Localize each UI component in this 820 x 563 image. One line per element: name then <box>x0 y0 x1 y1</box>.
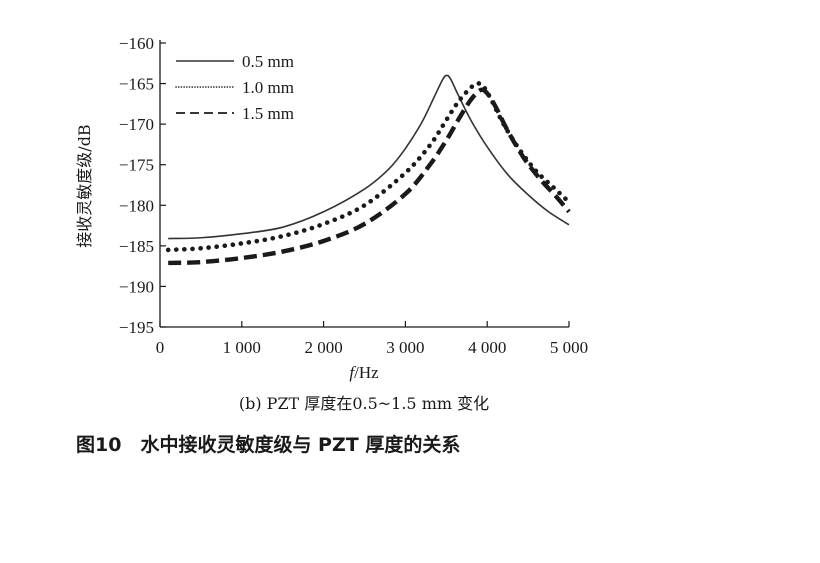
x-axis-label-unit: /Hz <box>354 363 379 382</box>
series-line-1 <box>168 74 570 240</box>
series-line-3 <box>168 87 571 266</box>
x-tick-label: 1 000 <box>223 338 261 357</box>
legend: 0.5 mm 1.0 mm 1.5 mm <box>175 52 294 123</box>
y-tick-label: −185 <box>119 237 154 256</box>
x-tick-label: 3 000 <box>386 338 424 357</box>
chart-subcaption: (b) PZT 厚度在0.5~1.5 mm 变化 <box>239 394 489 413</box>
legend-label-2: 1.0 mm <box>242 78 294 97</box>
y-tick-label: −175 <box>119 156 154 175</box>
legend-label-3: 1.5 mm <box>242 104 294 123</box>
x-tick-label: 4 000 <box>468 338 506 357</box>
x-tick-label: 5 000 <box>550 338 588 357</box>
y-tick-label: −170 <box>119 115 154 134</box>
x-tick-label: 0 <box>156 338 165 357</box>
x-tick-label: 2 000 <box>304 338 342 357</box>
y-tick-label: −165 <box>119 75 154 94</box>
y-axis-label: 接收灵敏度级/dB <box>75 124 94 247</box>
series-line-2 <box>165 81 572 253</box>
x-axis-label-symbol: f <box>349 363 356 382</box>
series-layer <box>165 74 572 266</box>
y-tick-label: −190 <box>119 277 154 296</box>
figure-caption: 图10 水中接收灵敏度级与 PZT 厚度的关系 <box>76 433 460 456</box>
x-axis-label: f/Hz <box>349 363 379 382</box>
y-tick-label: −195 <box>119 318 154 337</box>
legend-label-1: 0.5 mm <box>242 52 294 71</box>
y-tick-label: −180 <box>119 196 154 215</box>
y-tick-label: −160 <box>119 34 154 53</box>
